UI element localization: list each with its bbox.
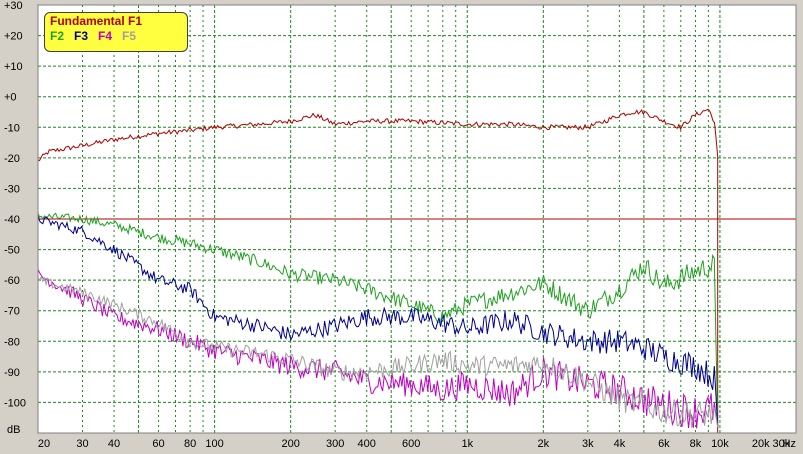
x-tick-label: 20k <box>752 438 770 450</box>
x-tick-label: 100 <box>205 438 223 450</box>
x-tick-label: 400 <box>358 438 376 450</box>
x-tick-label: Hz <box>783 438 796 450</box>
legend-entries: F2 F3 F4 F5 <box>50 29 182 44</box>
y-tick-label: -20 <box>4 153 20 165</box>
y-tick-label: +30 <box>4 0 23 12</box>
x-tick-label: 600 <box>402 438 420 450</box>
plot-frame <box>37 4 797 434</box>
x-tick-label: 60 <box>152 438 164 450</box>
series-layer <box>37 108 719 433</box>
series-line-f2 <box>37 212 719 427</box>
x-tick-label: 8k <box>690 438 702 450</box>
y-tick-label: -30 <box>4 183 20 195</box>
y-tick-label: +10 <box>4 61 23 73</box>
x-tick-label: 6k <box>658 438 670 450</box>
y-tick-label: -10 <box>4 122 20 134</box>
legend-entry-f4: F4 <box>98 29 113 43</box>
x-tick-label: 30 <box>76 438 88 450</box>
legend-entry-f5: F5 <box>122 29 137 43</box>
x-tick-label: 2k <box>538 438 550 450</box>
x-tick-label: 20 <box>38 438 50 450</box>
legend: Fundamental F1 F2 F3 F4 F5 <box>44 12 188 52</box>
y-tick-label: -50 <box>4 245 20 257</box>
x-axis: 20 30 40 60 80 100 200 300 400 600 1k 2k 3k 4k 6k 8k 10k… <box>38 438 796 450</box>
y-tick-label: -40 <box>4 214 20 226</box>
series-line-fundamental-f1 <box>37 108 719 433</box>
legend-title: Fundamental F1 <box>50 14 143 28</box>
x-tick-label: 40 <box>108 438 120 450</box>
x-tick-label: 4k <box>614 438 626 450</box>
y-tick-label: -90 <box>4 367 20 379</box>
x-tick-label: 3k <box>582 438 594 450</box>
x-tick-label: 80 <box>184 438 196 450</box>
y-tick-label: +0 <box>4 92 17 104</box>
x-tick-label: 300 <box>326 438 344 450</box>
series-line-f3 <box>37 214 719 427</box>
legend-entry-f3: F3 <box>74 29 89 43</box>
series-line-f4 <box>37 269 719 429</box>
x-tick-label: 1k <box>461 438 473 450</box>
y-tick-label: +20 <box>4 31 23 43</box>
legend-entry-f2: F2 <box>50 29 65 43</box>
y-tick-label: -70 <box>4 306 20 318</box>
y-axis: +30 +20 +10 +0 -10 -20 -30 -40 -50 -60 -70 -80 -90 -1… <box>4 0 26 436</box>
series-line-f5 <box>37 275 719 428</box>
y-tick-label: -80 <box>4 336 20 348</box>
x-tick-label: 10k <box>711 438 729 450</box>
x-tick-label: 30k <box>772 438 790 450</box>
y-tick-label: -100 <box>4 397 26 409</box>
x-tick-label: 200 <box>281 438 299 450</box>
y-tick-label: -60 <box>4 275 20 287</box>
y-axis-label: dB <box>7 424 20 436</box>
